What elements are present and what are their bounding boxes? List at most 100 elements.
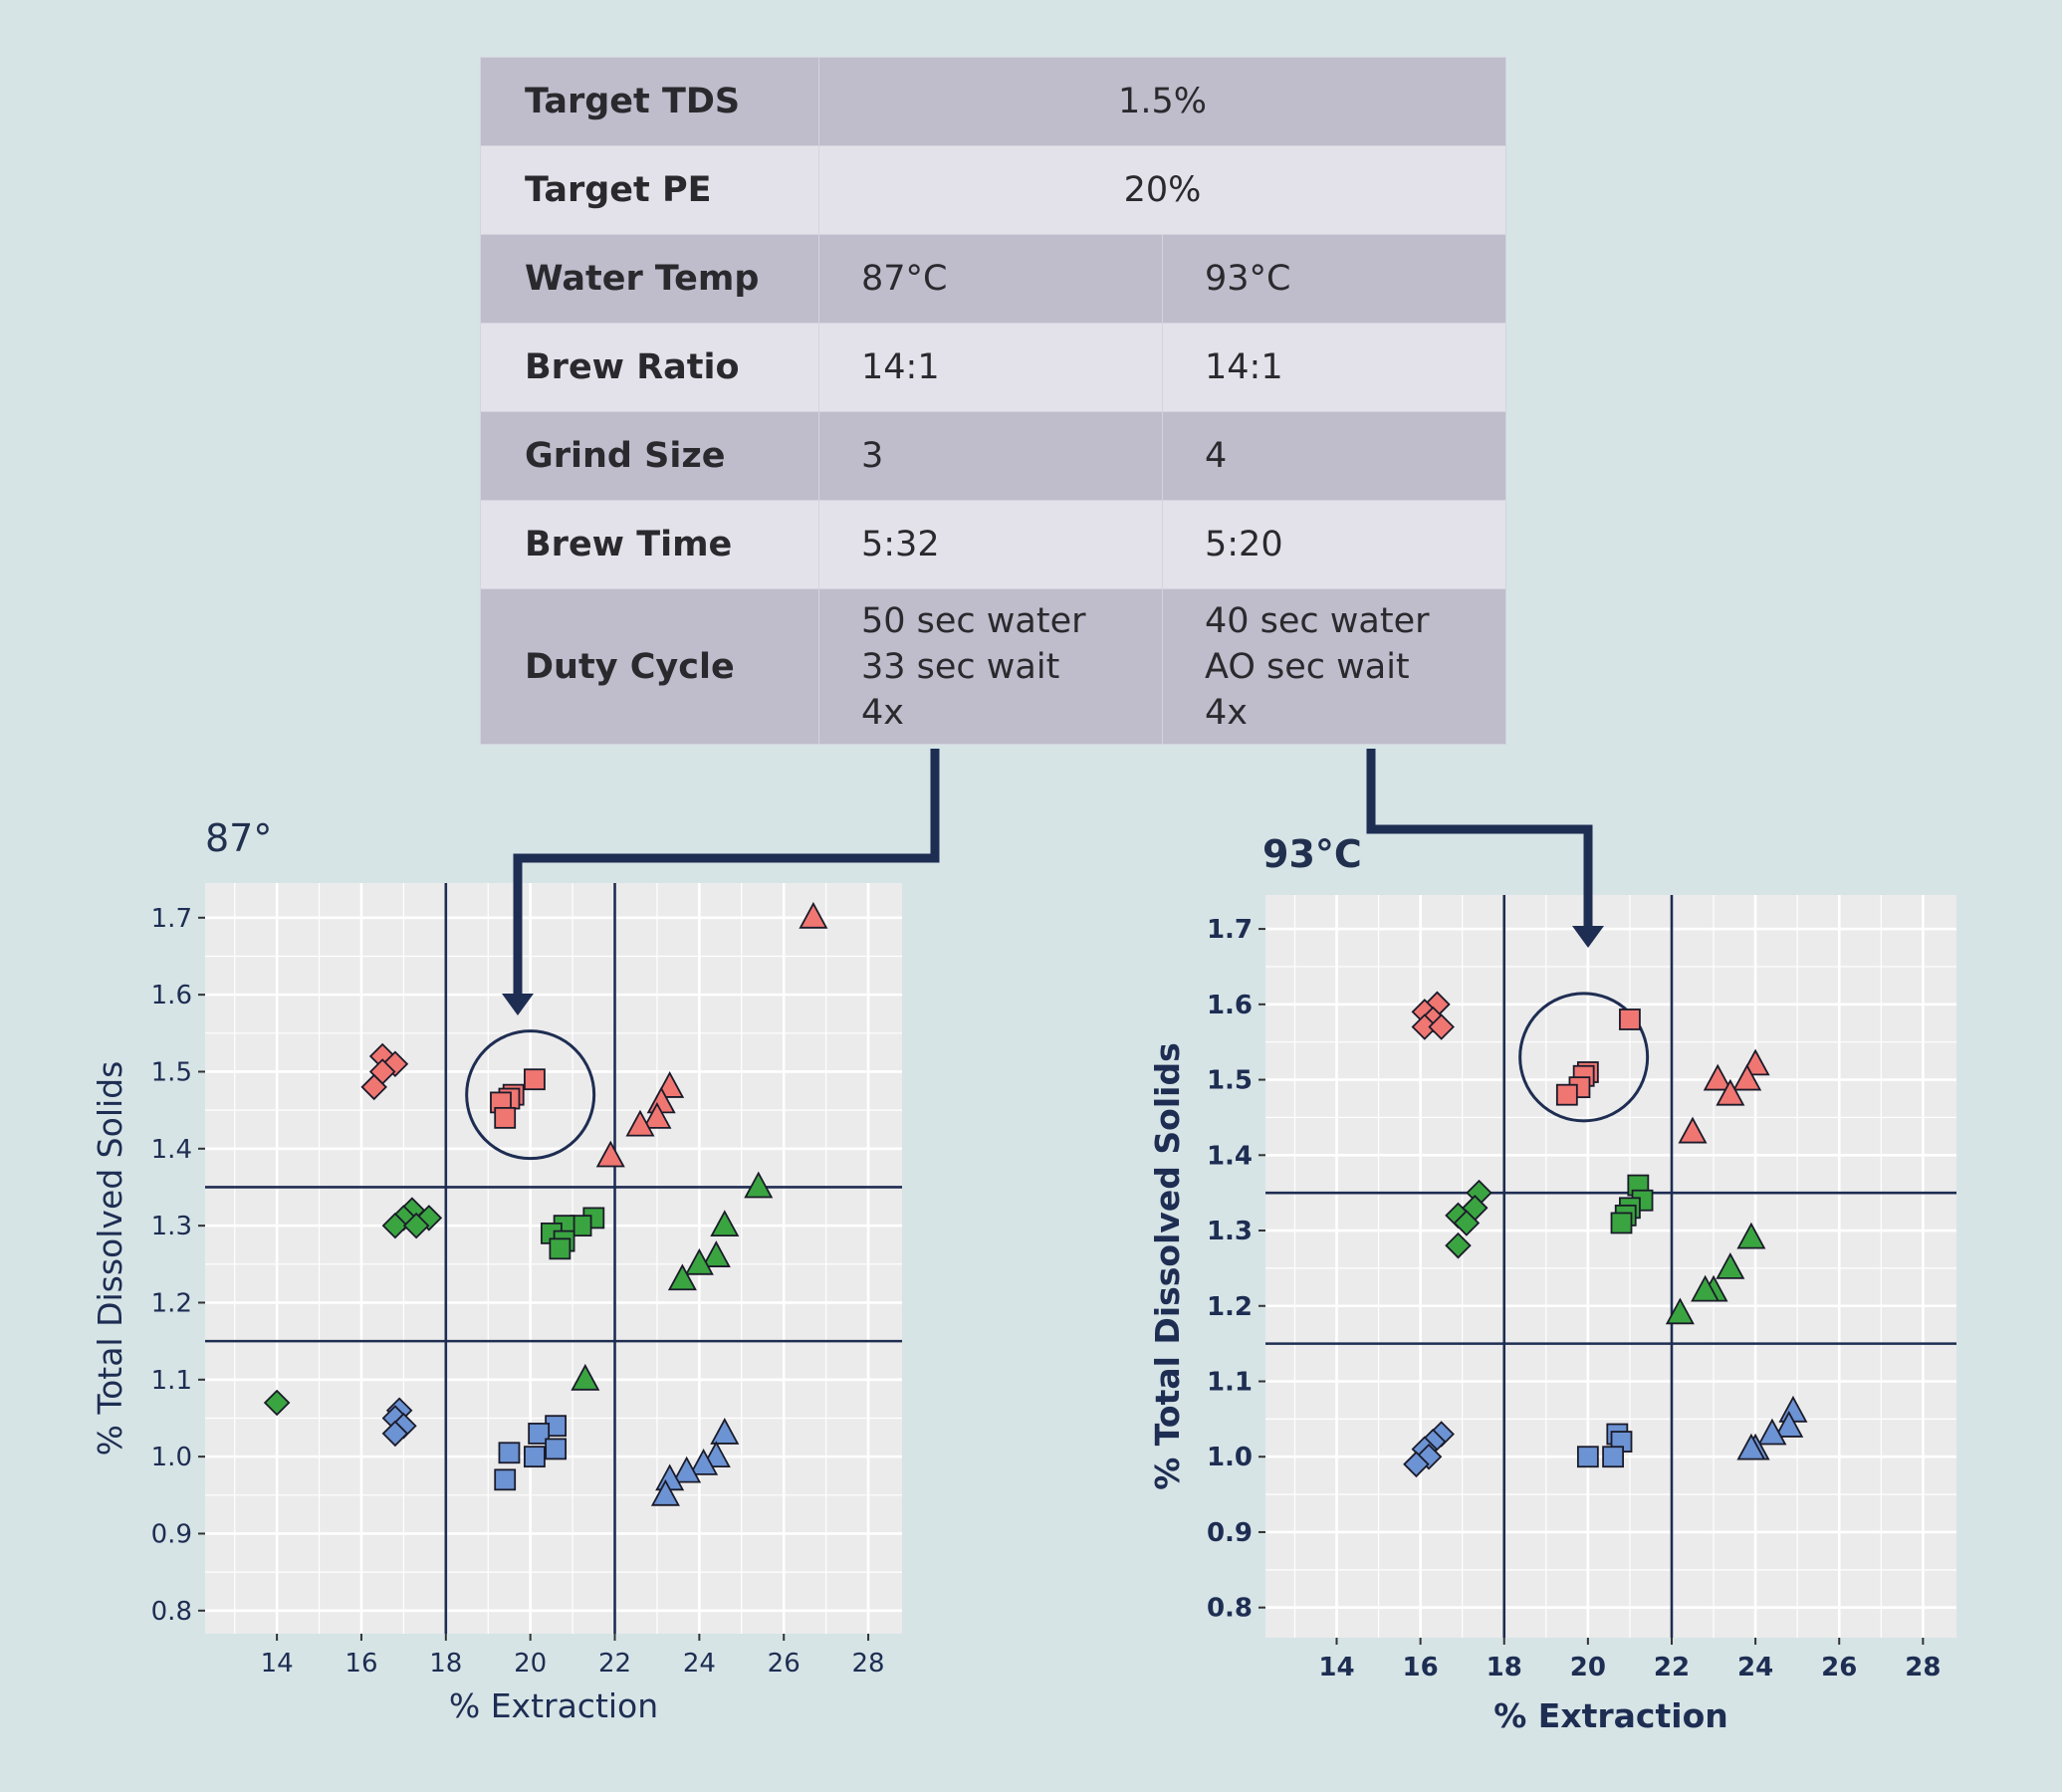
y-tick-label: 1.1 <box>1207 1367 1253 1397</box>
point-square-red <box>1555 1083 1578 1106</box>
x-tick-label: 14 <box>1318 1653 1354 1682</box>
table-row: Target PE 20% <box>480 145 1507 235</box>
y-tick-label: 1.6 <box>1207 991 1253 1020</box>
y-tick-label: 1.4 <box>1207 1141 1253 1171</box>
point-triangle-red <box>1678 1116 1708 1144</box>
x-tick-label: 18 <box>1487 1653 1522 1682</box>
row-label: Grind Size <box>480 411 819 501</box>
point-square-blue <box>524 1446 546 1468</box>
x-tick-label: 24 <box>1737 1653 1773 1682</box>
point-triangle-green <box>667 1263 697 1291</box>
arrow-93 <box>1366 749 1593 928</box>
row-label: Water Temp <box>480 234 819 324</box>
x-tick-label: 26 <box>768 1649 801 1679</box>
point-triangle-blue <box>672 1456 702 1483</box>
arrow-head-icon <box>1572 926 1604 948</box>
value-87c: 5:32 <box>818 500 1163 589</box>
point-triangle-green <box>1665 1297 1695 1325</box>
table-row: Grind Size 3 4 <box>480 411 1507 501</box>
point-square-green <box>1610 1212 1633 1234</box>
point-triangle-green <box>710 1210 740 1237</box>
point-diamond-green <box>1445 1232 1472 1259</box>
y-tick-label: 1.3 <box>151 1212 192 1241</box>
point-triangle-blue <box>689 1448 719 1475</box>
y-tick-label: 1.7 <box>1207 915 1253 945</box>
point-triangle-green <box>1691 1274 1720 1302</box>
point-triangle-green <box>744 1171 774 1199</box>
point-square-red <box>494 1106 517 1129</box>
point-triangle-blue <box>650 1478 680 1506</box>
chart-title-93: 93°C <box>1262 832 1362 876</box>
y-tick-label: 0.9 <box>1207 1518 1253 1548</box>
arrow-head-icon <box>502 994 534 1015</box>
value-line: 5:32 <box>861 525 940 564</box>
chart-title-87: 87° <box>205 816 273 860</box>
value-line: 50 sec water <box>861 600 1086 641</box>
value-87c: 87°C <box>818 234 1163 324</box>
point-diamond-green <box>402 1212 430 1239</box>
point-triangle-blue <box>1757 1418 1787 1446</box>
point-triangle-green <box>701 1240 731 1267</box>
value-93c: 14:1 <box>1161 323 1507 412</box>
x-tick-label: 20 <box>514 1649 547 1679</box>
y-tick-label: 1.6 <box>151 981 192 1010</box>
point-triangle-red <box>642 1101 672 1129</box>
point-triangle-red <box>625 1109 655 1137</box>
point-triangle-red <box>595 1140 625 1168</box>
point-square-blue <box>1602 1446 1625 1468</box>
value-line: 33 sec wait <box>861 646 1060 687</box>
row-label: Target TDS <box>480 57 819 146</box>
point-square-blue <box>494 1468 517 1491</box>
connector-arrows <box>502 749 1604 1015</box>
point-triangle-green <box>571 1363 600 1391</box>
point-diamond-blue <box>381 1420 409 1448</box>
point-diamond-green <box>263 1389 291 1417</box>
y-tick-label: 1.4 <box>151 1135 192 1165</box>
point-square-blue <box>498 1442 521 1464</box>
value-line: 4x <box>861 692 904 733</box>
x-tick-label: 24 <box>683 1649 716 1679</box>
point-diamond-red <box>1428 1013 1455 1040</box>
point-diamond-red <box>360 1073 387 1101</box>
row-value: 1.5% <box>817 57 1507 146</box>
arrow-87 <box>513 749 940 996</box>
point-diamond-blue <box>1403 1451 1430 1478</box>
y-tick-label: 1.2 <box>1207 1292 1253 1322</box>
value-line: 5:20 <box>1205 525 1283 564</box>
value-line: 40 sec water <box>1205 600 1430 641</box>
y-tick-label: 1.1 <box>151 1366 192 1396</box>
brew-parameters-table: Target TDS 1.5% Target PE 20% Water Temp 87°C… <box>480 57 1507 745</box>
value-line: 93°C <box>1205 259 1291 299</box>
point-diamond-green <box>381 1212 409 1239</box>
y-tick-label: 1.7 <box>151 904 192 934</box>
row-label: Brew Time <box>480 500 819 589</box>
point-triangle-green <box>1736 1222 1766 1249</box>
y-tick-label: 1.3 <box>1207 1217 1253 1246</box>
target-circle <box>1518 992 1650 1123</box>
value-87c: 3 <box>818 411 1163 501</box>
table-row: Water Temp 87°C 93°C <box>480 234 1507 324</box>
value-line: 4 <box>1205 436 1228 476</box>
point-triangle-green <box>684 1247 714 1275</box>
point-square-blue <box>528 1423 551 1445</box>
x-tick-label: 18 <box>429 1649 462 1679</box>
value-93c: 40 sec water AO sec wait 4x <box>1161 588 1507 745</box>
row-label: Brew Ratio <box>480 323 819 412</box>
y-tick-label: 1.2 <box>151 1288 192 1318</box>
x-tick-label: 14 <box>261 1649 294 1679</box>
value-line: 4x <box>1205 692 1248 733</box>
point-square-blue <box>1576 1446 1599 1468</box>
value-line: 3 <box>861 436 884 476</box>
x-tick-label: 28 <box>1905 1653 1941 1682</box>
x-tick-label: 26 <box>1821 1653 1857 1682</box>
x-tick-label: 28 <box>852 1649 885 1679</box>
value-87c: 14:1 <box>818 323 1163 412</box>
value-87c: 50 sec water 33 sec wait 4x <box>818 588 1163 745</box>
plot-panel <box>1265 895 1956 1638</box>
chart-1: 14 16 18 20 22 24 26 28 0.8 0.9 1.0 1.1 1.2 1.3 1.4 1.5… <box>1148 895 1956 1735</box>
x-tick-label: 22 <box>1654 1653 1690 1682</box>
point-triangle-red <box>1732 1063 1762 1091</box>
value-93c: 93°C <box>1161 234 1507 324</box>
value-line: 14:1 <box>1205 347 1283 387</box>
